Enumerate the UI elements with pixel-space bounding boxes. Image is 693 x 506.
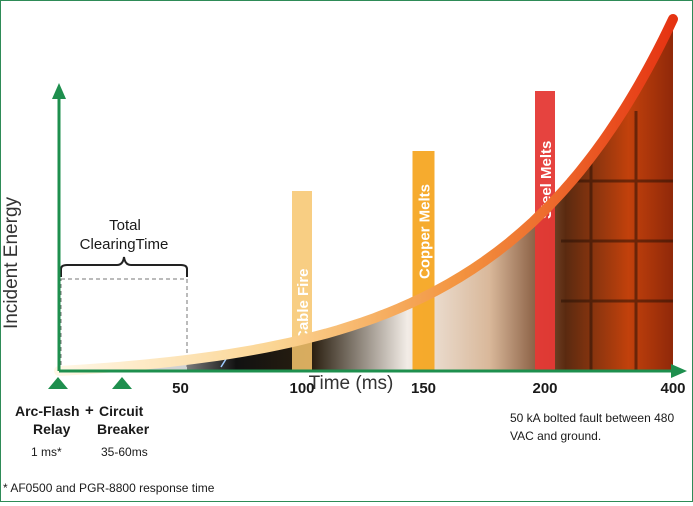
band-cable-fire [292,191,312,371]
x-axis-label: Time (ms) [309,373,394,394]
relay-label-1: Arc-Flash [15,403,80,419]
steel-structure [561,111,673,371]
x-tick-200: 200 [532,380,557,397]
breaker-label-2: Breaker [97,421,150,437]
clearing-time-label-1: Total [109,217,141,234]
x-axis-arrow-icon [671,364,687,378]
x-tick-100: 100 [289,380,314,397]
breaker-label-1: Circuit [99,403,144,419]
breaker-time: 35-60ms [101,445,148,459]
x-tick-labels: 50 100 150 200 400 [172,380,685,397]
breaker-marker-icon [112,377,132,389]
clearing-time-group: Total ClearingTime [60,217,188,372]
band-copper-melts [412,151,435,371]
x-tick-150: 150 [411,380,436,397]
clearing-time-label-2: ClearingTime [80,236,169,253]
plus-sign: + [85,402,94,419]
band-steel-melts [535,91,555,371]
spark-burst [229,265,297,333]
relay-label-2: Relay [33,421,71,437]
footnote: * AF0500 and PGR-8800 response time [3,481,215,495]
fault-note: 50 kA bolted fault between 480 VAC and g… [510,411,675,443]
clearing-time-brace [60,256,188,277]
band-label-copper-melts: Copper Melts [417,184,434,279]
band-label-cable-fire: Cable Fire [295,268,312,341]
x-tick-400: 400 [660,380,685,397]
x-tick-50: 50 [172,380,189,397]
energy-curve [54,14,678,376]
y-axis-label: Incident Energy [1,196,22,329]
relay-marker-icon [48,377,68,389]
axes [52,83,687,378]
relay-time: 1 ms* [31,445,62,459]
y-axis-arrow-icon [52,83,66,99]
